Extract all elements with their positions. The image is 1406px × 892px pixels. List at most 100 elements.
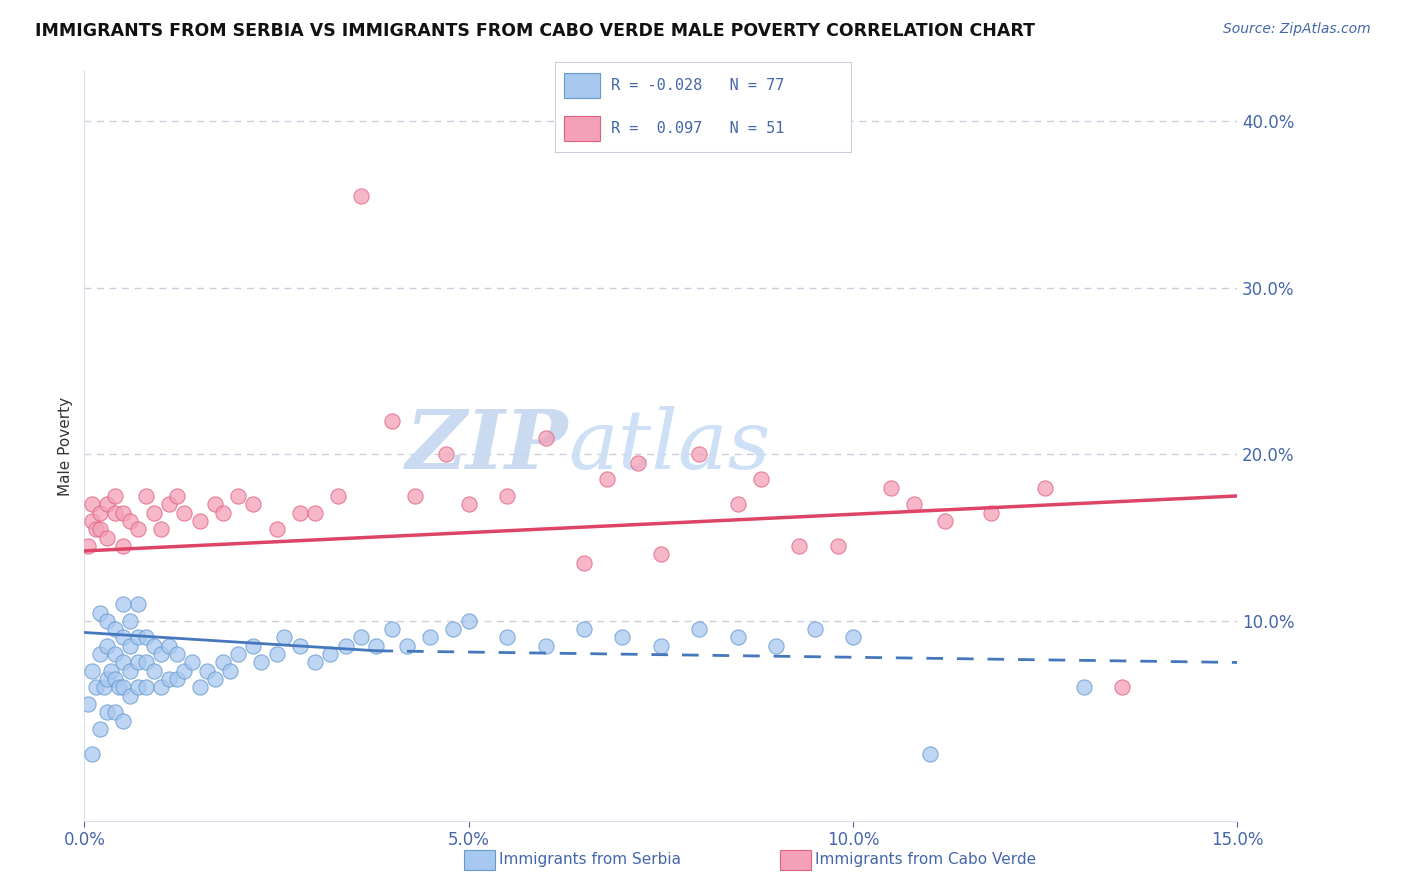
Point [111,714,134,728]
Point [195,664,218,678]
Point [534,639,557,653]
Point [304,506,326,520]
Point [288,506,311,520]
Point [1073,681,1095,695]
Point [104,706,127,720]
Point [111,597,134,611]
Point [108,681,131,695]
Point [496,489,519,503]
Point [366,639,388,653]
Text: Immigrants from Serbia: Immigrants from Serbia [499,853,681,867]
Point [211,506,233,520]
Point [226,489,249,503]
Point [350,631,373,645]
Point [242,497,264,511]
Point [572,622,595,636]
Point [96,672,118,686]
Point [135,656,157,670]
Point [688,622,710,636]
Point [127,597,149,611]
Point [142,664,165,678]
Point [727,631,749,645]
Point [77,697,100,711]
Point [441,622,464,636]
Point [381,622,404,636]
Point [157,639,180,653]
Point [211,656,233,670]
Point [250,656,273,670]
Point [572,556,595,570]
Point [496,631,519,645]
Bar [564,116,599,141]
Point [89,506,111,520]
Point [142,506,165,520]
Text: ZIP: ZIP [406,406,568,486]
Point [534,431,557,445]
Point [188,681,211,695]
Point [842,631,865,645]
Text: atlas: atlas [568,406,770,486]
Point [120,614,142,628]
Point [111,631,134,645]
Point [157,672,180,686]
Point [188,514,211,528]
Point [266,647,288,661]
Y-axis label: Male Poverty: Male Poverty [58,396,73,496]
Point [166,672,188,686]
Point [89,606,111,620]
Point [827,539,849,553]
Point [80,514,103,528]
Point [104,672,127,686]
Point [96,531,118,545]
Point [150,522,173,536]
Point [100,664,122,678]
Point [273,631,295,645]
Point [457,614,479,628]
Point [111,506,134,520]
Point [127,522,149,536]
Point [142,639,165,653]
Point [396,639,419,653]
Point [166,489,188,503]
Bar [564,73,599,98]
Point [135,681,157,695]
Point [304,656,326,670]
Point [166,647,188,661]
Point [204,672,226,686]
Point [96,706,118,720]
Point [934,514,956,528]
Point [84,681,107,695]
Point [319,647,342,661]
Point [596,472,619,486]
Point [787,539,810,553]
Point [880,481,903,495]
Point [903,497,925,511]
Point [226,647,249,661]
Point [173,506,195,520]
Point [627,456,650,470]
Point [127,681,149,695]
Point [120,664,142,678]
Text: Immigrants from Cabo Verde: Immigrants from Cabo Verde [815,853,1036,867]
Point [457,497,479,511]
Point [104,622,127,636]
Point [111,539,134,553]
Point [135,631,157,645]
Point [84,522,107,536]
Text: R =  0.097   N = 51: R = 0.097 N = 51 [612,121,785,136]
Point [120,689,142,703]
Point [688,447,710,461]
Point [104,647,127,661]
Point [80,664,103,678]
Point [980,506,1002,520]
Point [219,664,242,678]
Point [242,639,264,653]
Point [1111,681,1133,695]
Point [181,656,204,670]
Text: IMMIGRANTS FROM SERBIA VS IMMIGRANTS FROM CABO VERDE MALE POVERTY CORRELATION CH: IMMIGRANTS FROM SERBIA VS IMMIGRANTS FRO… [35,22,1035,40]
Point [111,656,134,670]
Point [80,497,103,511]
Point [288,639,311,653]
Point [612,631,634,645]
Point [150,681,173,695]
